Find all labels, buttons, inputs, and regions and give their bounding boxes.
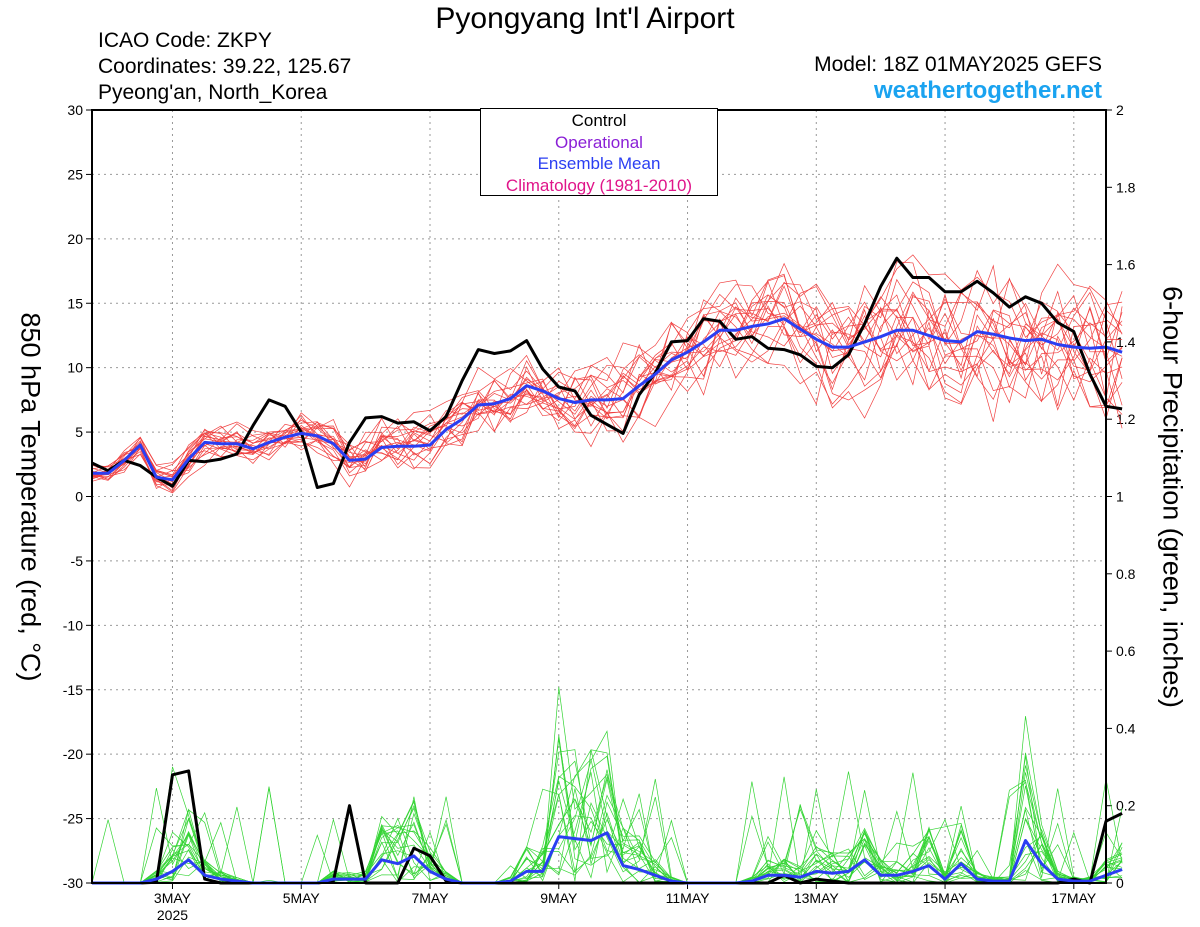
x-tick-year: 2025 — [157, 907, 188, 923]
ensemble-mean-precipitation-line — [92, 831, 1123, 885]
temp-member-line — [91, 284, 1123, 482]
y-tick-label-right: 1.4 — [1116, 334, 1136, 350]
precip-member-line — [92, 765, 1123, 884]
y-tick-label-left: -10 — [63, 617, 83, 633]
y-tick-label-left: 10 — [67, 360, 83, 376]
y-axis-label-left: 850 hPa Temperature (red, °C) — [15, 312, 46, 682]
y-tick-label-right: 2 — [1116, 102, 1124, 118]
icao-code: ICAO Code: ZKPY — [98, 29, 272, 52]
x-tick-label: 7MAY — [411, 890, 449, 906]
y-tick-label-right: 1.2 — [1116, 411, 1136, 427]
precip-member-line — [92, 716, 1123, 884]
coordinates: Coordinates: 39.22, 125.67 — [98, 55, 352, 78]
temp-member-line — [91, 305, 1123, 479]
y-tick-label-left: -5 — [71, 553, 84, 569]
x-tick-label: 15MAY — [923, 890, 969, 906]
y-tick-label-left: 25 — [67, 166, 83, 182]
x-tick-label: 5MAY — [283, 890, 321, 906]
temp-member-line — [91, 275, 1123, 490]
y-axis-label-right: 6-hour Precipitation (green, inches) — [1157, 286, 1188, 708]
temp-member-line — [91, 273, 1123, 483]
station-info: ICAO Code: ZKPY Coordinates: 39.22, 125.… — [98, 28, 351, 106]
y-tick-label-left: -15 — [63, 682, 83, 698]
legend-climatology: Climatology (1981-2010) — [505, 175, 693, 195]
x-tick-label: 11MAY — [666, 890, 710, 906]
y-tick-label-right: 1.6 — [1116, 257, 1136, 273]
legend-ensemble-mean: Ensemble Mean — [537, 154, 661, 173]
model-run: Model: 18Z 01MAY2025 GEFS — [814, 53, 1102, 76]
chart-legend: Control Operational Ensemble Mean Climat… — [480, 108, 718, 196]
temp-member-line — [91, 280, 1123, 493]
control-temperature-line — [91, 256, 1123, 489]
temp-member-line — [91, 286, 1123, 478]
plot-frame — [91, 109, 1107, 884]
legend-operational: Operational — [555, 132, 643, 152]
temp-member-line — [91, 254, 1123, 492]
temp-member-line — [91, 261, 1123, 480]
y-tick-label-left: 30 — [67, 102, 83, 118]
x-tick-label: 3MAY — [154, 890, 192, 906]
model-info: Model: 18Z 01MAY2025 GEFS weathertogethe… — [814, 52, 1102, 104]
chart-title: Pyongyang Int'l Airport — [435, 2, 735, 35]
brand-link[interactable]: weathertogether.net — [873, 77, 1102, 104]
y-tick-label-right: 0.6 — [1116, 643, 1136, 659]
legend-control: Control — [571, 111, 627, 130]
y-tick-label-left: -20 — [63, 746, 83, 762]
region: Pyeong'an, North_Korea — [98, 81, 328, 104]
y-tick-label-left: 0 — [75, 489, 83, 505]
y-tick-label-right: 1.8 — [1116, 179, 1136, 195]
y-tick-label-right: 1 — [1116, 489, 1124, 505]
x-tick-label: 9MAY — [540, 890, 578, 906]
y-tick-label-left: 5 — [75, 424, 83, 440]
y-tick-label-left: -25 — [63, 811, 83, 827]
y-tick-label-left: 20 — [67, 231, 83, 247]
precip-member-line — [92, 687, 1123, 884]
y-tick-label-right: 0.2 — [1116, 798, 1136, 814]
temp-member-line — [91, 263, 1123, 483]
temp-member-line — [91, 285, 1123, 476]
x-tick-label: 13MAY — [794, 890, 840, 906]
y-tick-label-right: 0.8 — [1116, 566, 1136, 582]
ensemble-mean-temperature-line — [92, 317, 1123, 482]
y-tick-label-right: 0 — [1116, 875, 1124, 891]
y-tick-label-left: -30 — [63, 875, 83, 891]
x-tick-label: 17MAY — [1051, 890, 1097, 906]
temp-member-line — [91, 264, 1123, 489]
y-tick-label-left: 15 — [67, 295, 83, 311]
y-tick-label-right: 0.4 — [1116, 720, 1136, 736]
